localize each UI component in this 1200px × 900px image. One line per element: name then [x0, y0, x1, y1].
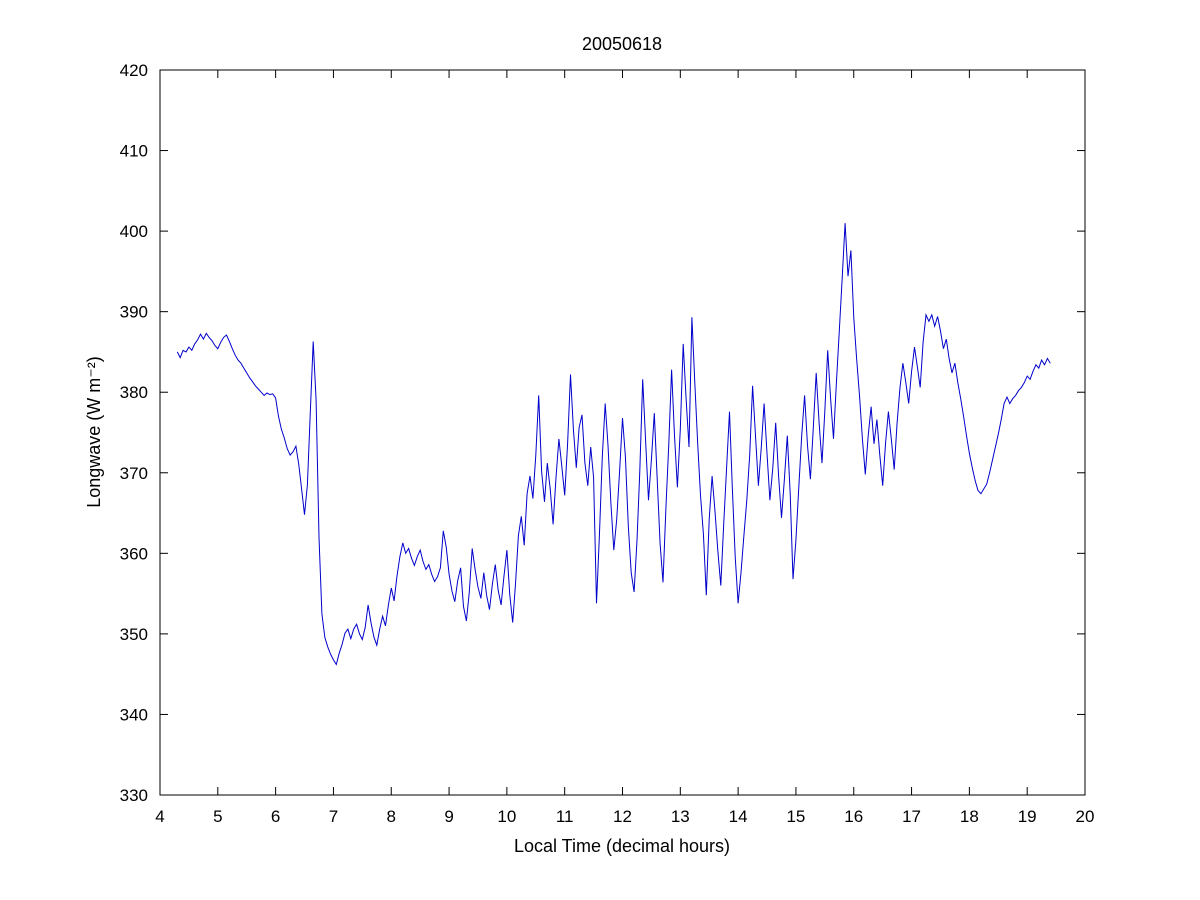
x-tick-label: 15 — [786, 807, 805, 826]
y-tick-label: 340 — [120, 705, 148, 724]
y-tick-label: 400 — [120, 222, 148, 241]
x-tick-label: 9 — [444, 807, 453, 826]
x-tick-label: 12 — [613, 807, 632, 826]
y-tick-label: 350 — [120, 625, 148, 644]
x-tick-label: 10 — [497, 807, 516, 826]
x-tick-label: 14 — [729, 807, 748, 826]
x-tick-label: 4 — [155, 807, 164, 826]
plot-box — [159, 69, 1086, 796]
y-axis-tick-labels: 330 340 350 360 370 380 390 400 410 420 — [120, 61, 148, 805]
y-axis-label: Longwave (W m⁻²) — [84, 356, 104, 508]
x-axis-label: Local Time (decimal hours) — [514, 836, 730, 856]
x-tick-label: 6 — [271, 807, 280, 826]
x-axis-tick-labels: 4 5 6 7 8 9 10 11 12 13 14 15 16 17 18 19 20 — [155, 807, 1094, 826]
axis-tick-marks — [159, 69, 1086, 796]
y-tick-label: 330 — [120, 786, 148, 805]
x-tick-label: 13 — [671, 807, 690, 826]
chart-title: 20050618 — [582, 34, 662, 54]
y-tick-label: 380 — [120, 383, 148, 402]
x-tick-label: 5 — [213, 807, 222, 826]
x-tick-label: 17 — [902, 807, 921, 826]
y-tick-label: 390 — [120, 303, 148, 322]
x-tick-label: 20 — [1076, 807, 1095, 826]
x-tick-label: 8 — [387, 807, 396, 826]
x-tick-label: 16 — [844, 807, 863, 826]
x-tick-label: 18 — [960, 807, 979, 826]
y-tick-label: 410 — [120, 142, 148, 161]
x-tick-label: 11 — [556, 807, 574, 826]
longwave-series-line — [176, 223, 1051, 666]
y-tick-label: 420 — [120, 61, 148, 80]
x-tick-label: 19 — [1018, 807, 1037, 826]
y-tick-label: 370 — [120, 464, 148, 483]
y-tick-label: 360 — [120, 544, 148, 563]
x-tick-label: 7 — [329, 807, 338, 826]
